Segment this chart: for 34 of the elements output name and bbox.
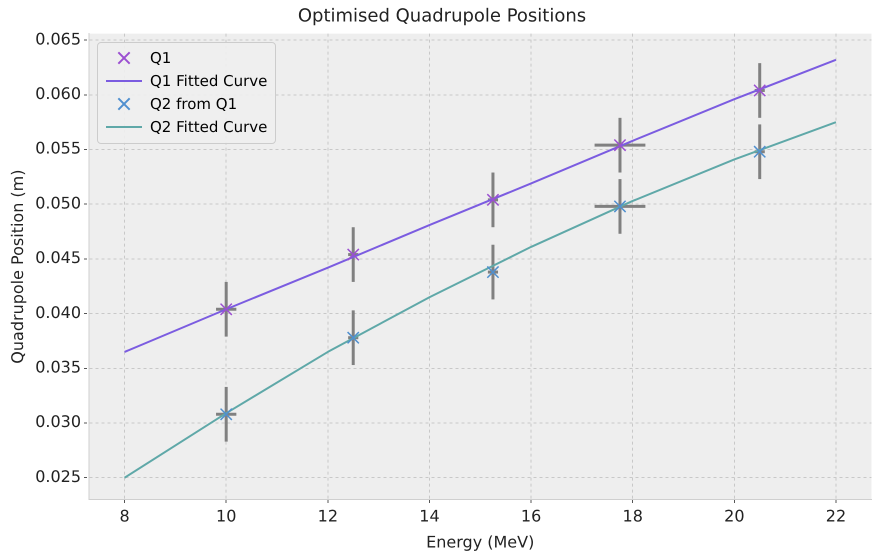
x-tick-label: 22	[826, 506, 846, 526]
point	[486, 193, 500, 206]
x-tick-label: 18	[622, 506, 643, 526]
x-tick-label: 10	[216, 506, 236, 526]
point	[220, 302, 233, 316]
x-tick-label: 20	[724, 506, 744, 526]
x-tick-label: 16	[520, 506, 542, 526]
point	[614, 200, 626, 213]
legend-label: Q2 Fitted Curve	[150, 118, 268, 136]
legend-label: Q2 from Q1	[150, 95, 238, 114]
y-tick-label: 0.050	[35, 193, 82, 212]
point	[346, 331, 360, 344]
y-tick-label: 0.035	[35, 357, 82, 376]
y-tick-label: 0.055	[35, 138, 82, 158]
point	[614, 138, 626, 152]
x-axis-title: Energy (MeV)	[426, 532, 534, 552]
y-tick-label: 0.040	[35, 302, 82, 322]
x-tick-label: 12	[318, 506, 338, 526]
x-tick-label: 8	[119, 506, 130, 526]
legend-label: Q1	[150, 49, 172, 68]
point	[753, 84, 766, 97]
point	[753, 145, 766, 158]
point	[220, 408, 233, 421]
y-axis-title: Quadrupole Position (m)	[8, 170, 27, 364]
y-tick-label: 0.025	[35, 466, 82, 486]
point	[346, 248, 360, 261]
x-tick-label: 14	[419, 506, 440, 526]
y-tick-label: 0.065	[35, 29, 82, 48]
y-tick-label: 0.030	[35, 412, 82, 432]
y-tick-label: 0.060	[35, 84, 82, 104]
y-tick-label: 0.045	[35, 248, 82, 268]
chart-title: Optimised Quadrupole Positions	[298, 5, 586, 26]
point	[486, 266, 500, 278]
legend-label: Q1 Fitted Curve	[150, 72, 268, 90]
